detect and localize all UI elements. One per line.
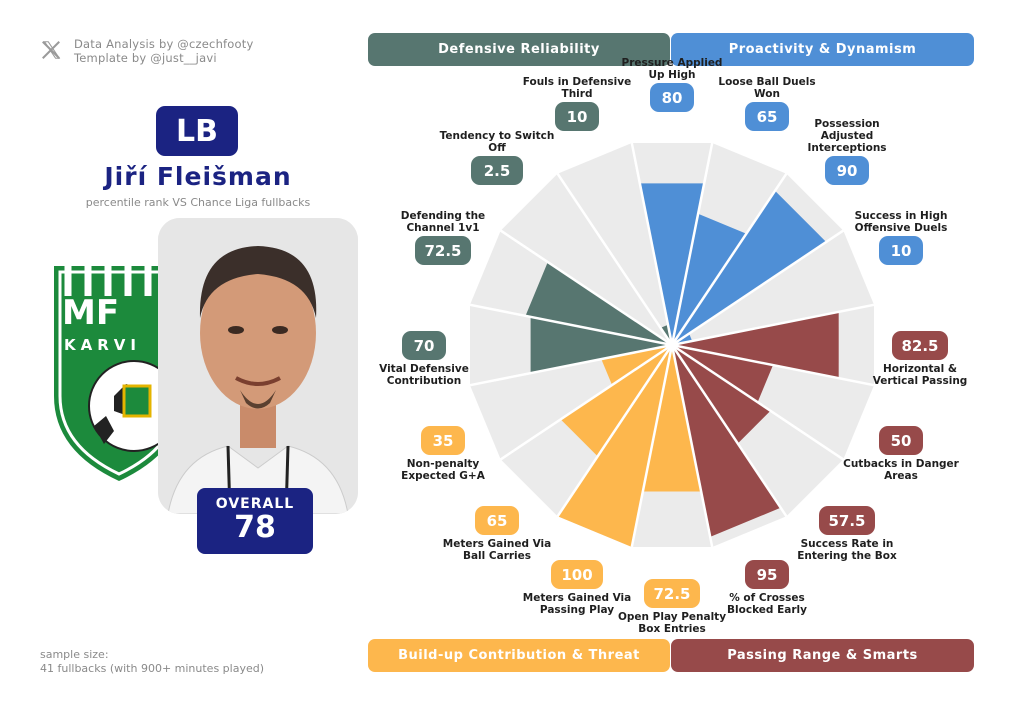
metric-value-badge: 70 bbox=[402, 331, 446, 360]
radar-wedge bbox=[642, 345, 702, 492]
radar-wedge bbox=[672, 190, 827, 345]
comparison-subtitle: percentile rank VS Chance Liga fullbacks bbox=[85, 196, 311, 209]
radar-spoke bbox=[670, 173, 788, 346]
overall-value: 78 bbox=[234, 510, 276, 545]
radar-wedge bbox=[672, 213, 747, 345]
radar-spoke bbox=[670, 344, 714, 548]
radar-spoke bbox=[630, 344, 674, 548]
radar-wedge bbox=[672, 345, 773, 403]
metric-value-badge: 57.5 bbox=[819, 506, 875, 535]
metric-value-badge: 72.5 bbox=[644, 579, 700, 608]
metric-value-badge: 2.5 bbox=[471, 156, 523, 185]
player-photo bbox=[158, 218, 358, 514]
metric-value-badge: 82.5 bbox=[892, 331, 948, 360]
metric-label: Meters Gained Via Passing Play bbox=[522, 592, 632, 616]
radar-spoke bbox=[469, 343, 673, 387]
metric-value-badge: 90 bbox=[825, 156, 869, 185]
crest-text-bottom: KARVI bbox=[64, 336, 141, 354]
sample-size-label: sample size: bbox=[40, 648, 109, 661]
metric-value-badge: 95 bbox=[745, 560, 789, 589]
metric-label: Tendency to Switch Off bbox=[439, 130, 555, 154]
metric-value-badge: 50 bbox=[879, 426, 923, 455]
category-header-passing: Passing Range & Smarts bbox=[671, 639, 974, 672]
radar-wedge bbox=[530, 316, 672, 374]
credits: Data Analysis by @czechfooty Template by… bbox=[40, 37, 254, 65]
player-name: Jiří Fleišman bbox=[104, 162, 292, 191]
metric-value-badge: 65 bbox=[745, 102, 789, 131]
category-header-defensive: Defensive Reliability bbox=[368, 33, 670, 66]
overall-label: OVERALL bbox=[215, 496, 295, 512]
metric-label: Vital Defensive Contribution bbox=[379, 363, 469, 387]
radar-wedge bbox=[672, 345, 781, 537]
category-header-proactivity: Proactivity & Dynamism bbox=[671, 33, 974, 66]
radar-spoke bbox=[671, 343, 844, 461]
radar-spoke bbox=[671, 343, 875, 387]
metric-label: Defending the Channel 1v1 bbox=[400, 210, 486, 234]
radar-spoke bbox=[500, 229, 673, 347]
radar-spoke bbox=[671, 229, 844, 347]
credit-template: Template by @just__javi bbox=[74, 51, 217, 65]
radar-spoke bbox=[630, 142, 674, 346]
radar-spoke bbox=[670, 142, 714, 346]
radar-spoke bbox=[556, 344, 674, 517]
radar-wedge bbox=[601, 345, 672, 386]
radar-spoke bbox=[670, 344, 788, 517]
metric-label: % of Crosses Blocked Early bbox=[727, 592, 807, 616]
metric-label: Fouls in Defensive Third bbox=[522, 76, 632, 100]
metric-value-badge: 10 bbox=[879, 236, 923, 265]
crest-text-top: MF bbox=[62, 293, 119, 333]
metric-label: Horizontal & Vertical Passing bbox=[872, 363, 968, 387]
sample-size-detail: 41 fullbacks (with 900+ minutes played) bbox=[40, 662, 265, 675]
sample-size: sample size: 41 fullbacks (with 900+ min… bbox=[40, 648, 264, 676]
radar-wedge bbox=[672, 311, 839, 379]
radar-wedge bbox=[639, 183, 705, 345]
metric-value-badge: 80 bbox=[650, 83, 694, 112]
radar-spoke bbox=[469, 303, 673, 347]
metric-value-badge: 72.5 bbox=[415, 236, 471, 265]
credit-analysis: Data Analysis by @czechfooty bbox=[74, 37, 254, 51]
position-badge: LB bbox=[156, 106, 238, 156]
metric-value-badge: 65 bbox=[475, 506, 519, 535]
metric-value-badge: 35 bbox=[421, 426, 465, 455]
metric-label: Cutbacks in Danger Areas bbox=[843, 458, 959, 482]
metric-value-badge: 10 bbox=[555, 102, 599, 131]
club-crest-icon: MF KARVI bbox=[54, 266, 184, 481]
metric-label: Open Play Penalty Box Entries bbox=[617, 611, 727, 635]
radar-wedge bbox=[557, 345, 672, 547]
radar-spoke bbox=[500, 343, 673, 461]
radar-spoke bbox=[556, 173, 674, 346]
x-logo-icon bbox=[42, 41, 61, 59]
radar-wedge bbox=[560, 345, 672, 457]
metric-label: Loose Ball Duels Won bbox=[718, 76, 816, 100]
radar-wedge bbox=[525, 262, 672, 345]
metric-label: Pressure Applied Up High bbox=[621, 57, 723, 81]
radar-spoke bbox=[671, 303, 875, 347]
metric-label: Meters Gained Via Ball Carries bbox=[442, 538, 552, 562]
overall-score: OVERALL 78 bbox=[197, 488, 313, 554]
metric-value-badge: 100 bbox=[551, 560, 603, 589]
metric-label: Success in High Offensive Duels bbox=[854, 210, 948, 234]
metric-label: Success Rate in Entering the Box bbox=[797, 538, 897, 562]
metric-label: Non-penalty Expected G+A bbox=[401, 458, 485, 482]
radar-wedge bbox=[672, 345, 771, 444]
metric-label: Possession Adjusted Interceptions bbox=[807, 118, 887, 154]
player-portrait-icon bbox=[158, 218, 358, 514]
category-header-buildup: Build-up Contribution & Threat bbox=[368, 639, 670, 672]
